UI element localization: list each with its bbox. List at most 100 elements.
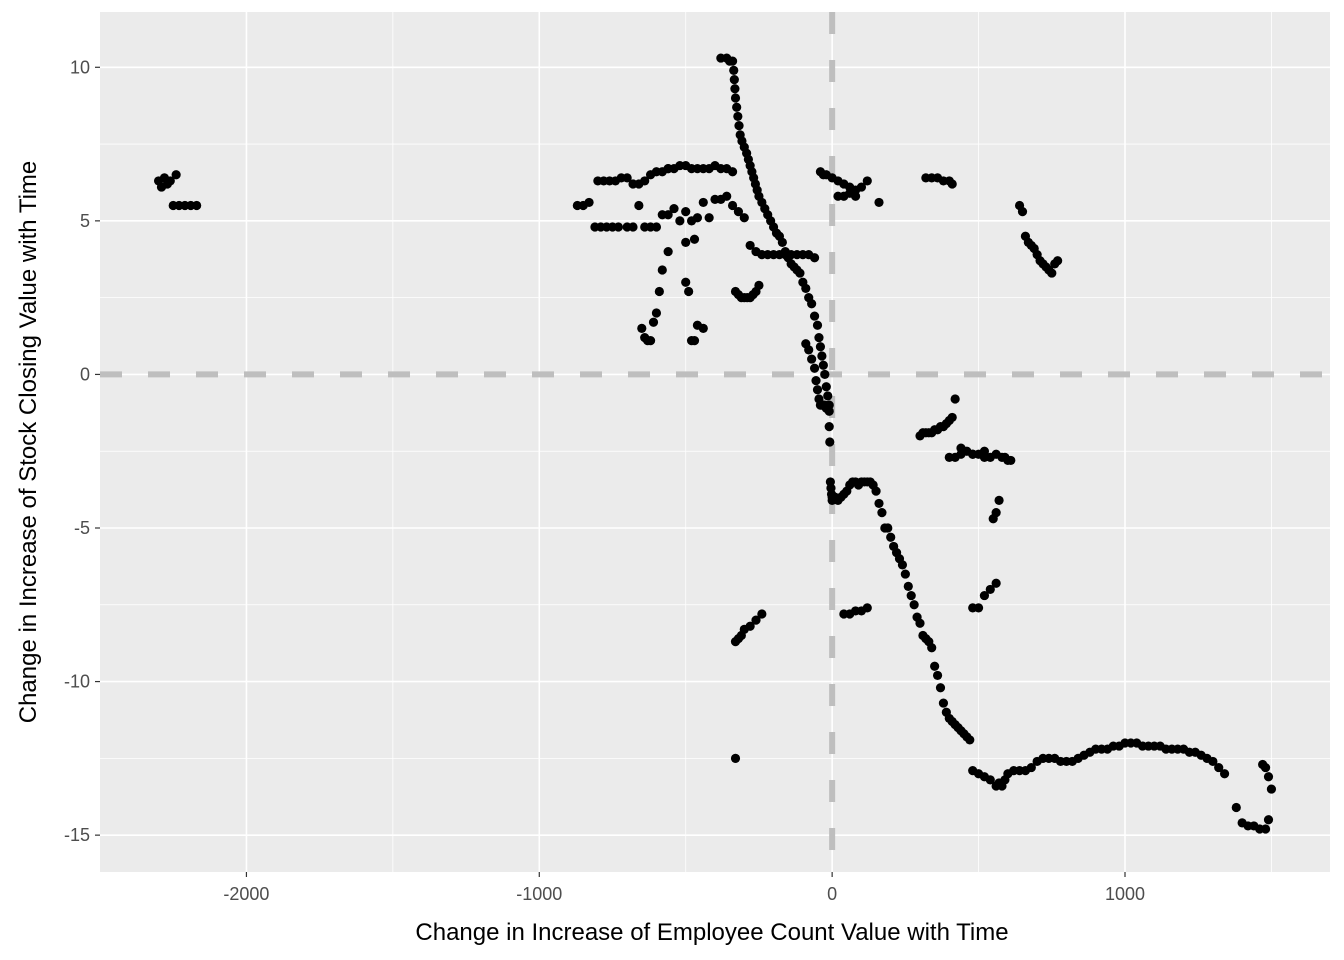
- data-point: [757, 609, 767, 619]
- data-point: [979, 590, 990, 601]
- data-point: [906, 590, 916, 601]
- data-point: [818, 170, 828, 180]
- reference-lines: [100, 12, 1330, 872]
- y-tick-label: -15: [64, 825, 90, 845]
- data-point: [733, 111, 743, 122]
- data-point: [991, 578, 1001, 588]
- data-point: [871, 486, 881, 496]
- data-point: [795, 268, 805, 278]
- data-point: [727, 200, 738, 211]
- data-point: [745, 240, 755, 251]
- data-point: [622, 173, 632, 183]
- data-point: [801, 283, 811, 294]
- data-point: [935, 683, 946, 693]
- data-point: [814, 332, 824, 343]
- data-point: [856, 182, 867, 192]
- data-point: [809, 253, 820, 263]
- y-tick-label: -5: [74, 518, 90, 538]
- data-point: [812, 320, 823, 330]
- data-point: [651, 308, 662, 318]
- y-axis-title: Change in Increase of Stock Closing Valu…: [15, 161, 42, 724]
- data-point: [903, 581, 913, 591]
- x-tick-label: -1000: [516, 884, 562, 904]
- data-point: [930, 661, 940, 671]
- data-point: [171, 170, 181, 180]
- data-point: [730, 753, 741, 763]
- data-point: [663, 246, 673, 257]
- data-point: [965, 735, 975, 745]
- data-point: [681, 207, 691, 217]
- data-points: [153, 53, 1277, 834]
- data-point: [733, 207, 744, 217]
- data-point: [824, 406, 834, 416]
- data-point: [645, 336, 656, 346]
- data-point: [640, 176, 650, 186]
- x-tick-label: 0: [827, 884, 837, 904]
- data-point: [684, 286, 694, 297]
- data-point: [820, 369, 830, 380]
- data-point: [1047, 268, 1057, 278]
- data-point: [883, 523, 893, 533]
- data-point: [968, 449, 978, 459]
- data-point: [821, 382, 831, 392]
- data-point: [637, 323, 647, 333]
- data-point: [900, 569, 910, 579]
- data-point: [727, 56, 738, 66]
- data-point: [1214, 762, 1224, 773]
- data-point: [994, 495, 1004, 505]
- data-point: [818, 360, 828, 370]
- data-point: [824, 422, 834, 432]
- data-point: [739, 213, 749, 223]
- data-point: [689, 234, 700, 244]
- y-tick-label: 0: [80, 364, 90, 384]
- data-point: [807, 299, 817, 309]
- data-point: [812, 385, 823, 395]
- data-point: [730, 93, 741, 103]
- x-axis-title: Change in Increase of Employee Count Val…: [415, 919, 1008, 946]
- data-point: [692, 213, 703, 223]
- data-point: [874, 498, 884, 509]
- data-point: [1258, 759, 1268, 770]
- data-point: [1263, 815, 1274, 825]
- data-point: [950, 394, 960, 404]
- data-point: [613, 222, 623, 232]
- data-point: [584, 197, 594, 208]
- data-point: [663, 210, 673, 220]
- data-point: [991, 508, 1001, 518]
- data-point: [823, 391, 833, 401]
- data-point: [877, 508, 887, 518]
- data-point: [1026, 762, 1036, 773]
- data-point: [681, 237, 691, 247]
- data-point: [947, 412, 957, 423]
- data-point: [1260, 824, 1271, 834]
- data-point: [815, 342, 826, 352]
- data-point: [727, 167, 738, 177]
- data-point: [730, 84, 740, 94]
- data-point: [698, 197, 708, 208]
- data-point: [886, 532, 896, 542]
- data-point: [681, 277, 691, 287]
- data-point: [729, 65, 739, 75]
- data-point: [932, 670, 943, 681]
- data-point: [811, 375, 821, 386]
- data-point: [1231, 802, 1241, 813]
- data-point: [698, 323, 708, 333]
- data-point: [927, 643, 937, 653]
- data-point: [1017, 207, 1028, 217]
- data-point: [657, 265, 667, 275]
- x-tick-label: -2000: [223, 884, 269, 904]
- data-point: [956, 449, 966, 459]
- data-point: [909, 600, 919, 610]
- data-point: [669, 203, 679, 214]
- data-point: [651, 222, 662, 232]
- data-point: [807, 354, 817, 364]
- data-point: [809, 363, 820, 373]
- data-point: [915, 618, 925, 628]
- data-point: [1208, 756, 1218, 767]
- data-point: [165, 176, 175, 186]
- data-point: [1219, 769, 1230, 779]
- data-point: [825, 437, 835, 447]
- y-axis-ticks: 10 5 0 -5 -10 -15: [64, 57, 100, 845]
- data-point: [675, 216, 685, 226]
